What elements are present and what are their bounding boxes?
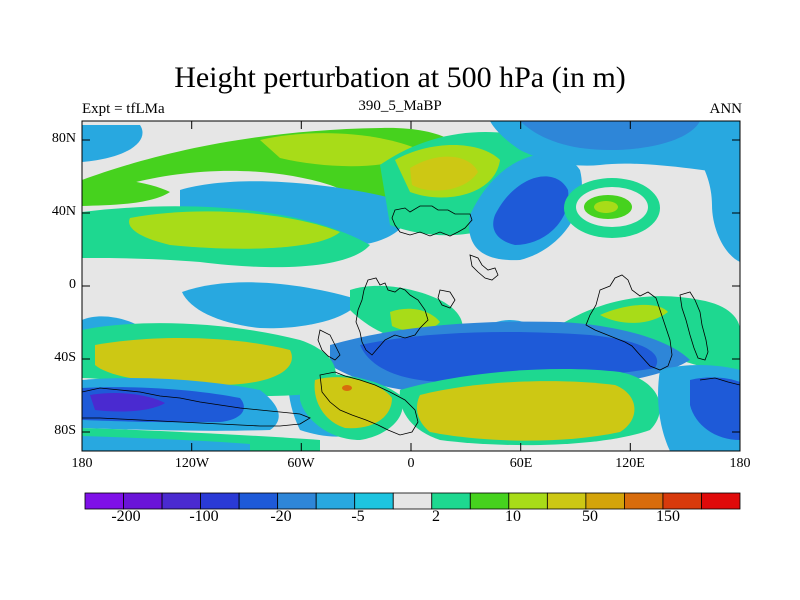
south-atlantic-yellow	[314, 377, 392, 429]
colorbar-swatch	[546, 492, 587, 510]
north-yellow-core	[260, 133, 420, 167]
colorbar-label: 50	[582, 508, 598, 525]
continent-outlines	[82, 205, 740, 436]
south-atlantic-orange-spot	[342, 385, 352, 391]
colorbar	[84, 492, 741, 510]
colorbar-label: -200	[111, 508, 141, 525]
y-tick-label: 40S	[54, 350, 76, 365]
siberia-blue	[520, 121, 700, 150]
x-tick-label: 120E	[615, 456, 645, 471]
east-yellow-south	[600, 304, 668, 323]
y-tick-label: 80S	[54, 423, 76, 438]
pacific-dark-blue-core	[493, 176, 569, 245]
colorbar-swatch	[84, 492, 124, 510]
colorbar-swatch	[508, 492, 548, 510]
y-tick-label: 80N	[51, 131, 76, 146]
x-tick-label: 60E	[509, 456, 533, 471]
south-bottom-cyan	[82, 436, 250, 451]
center-label: 390_5_MaBP	[358, 98, 442, 114]
colorbar-swatch	[431, 492, 471, 510]
equator-yellow-atlantic	[390, 308, 440, 332]
colorbar-label: 150	[656, 508, 680, 525]
x-tick-label: 0	[407, 456, 415, 471]
colorbar-swatch	[392, 492, 433, 510]
y-tick-label: 40N	[51, 204, 76, 219]
colorbar-swatch	[200, 492, 240, 510]
equator-cyan-west	[182, 282, 360, 329]
north-band-green-left	[82, 178, 170, 206]
colorbar-swatch	[315, 492, 356, 510]
colorbar-swatch	[238, 492, 279, 510]
y-tick-label: 0	[69, 277, 76, 292]
colorbar-label: -5	[351, 508, 365, 525]
south-indian-yellow	[417, 381, 635, 441]
colorbar-swatch	[354, 492, 394, 510]
colorbar-swatch	[469, 492, 510, 510]
colorbar-swatch	[701, 492, 741, 510]
southwest-indigo-core	[90, 392, 165, 412]
contour-field	[82, 121, 740, 451]
colorbar-swatch	[123, 492, 163, 510]
x-tick-label: 180	[71, 456, 93, 471]
southeast-blue	[690, 377, 740, 440]
north-cyan-band	[180, 181, 408, 245]
colorbar-label: -20	[270, 508, 292, 525]
tick-marks	[82, 121, 740, 451]
east-yellow-core	[594, 201, 618, 213]
far-east-cyan	[700, 150, 740, 262]
colorbar-swatch	[161, 492, 201, 510]
colorbar-label: 2	[432, 508, 440, 525]
colorbar-swatch	[277, 492, 317, 510]
season-label: ANN	[709, 101, 743, 117]
colorbar-swatch	[624, 492, 664, 510]
colorbar-swatch	[585, 492, 625, 510]
figure-title: Height perturbation at 500 hPa (in m)	[174, 61, 626, 94]
asia-orange-core	[410, 156, 478, 191]
x-tick-label: 60W	[287, 456, 315, 471]
x-tick-label: 120W	[174, 456, 210, 471]
southwest-yellow-belt	[95, 338, 292, 385]
colorbar-swatch	[662, 492, 702, 510]
west-yellow-belt	[129, 211, 340, 249]
x-tick-label: 180	[729, 456, 751, 471]
experiment-label: Expt = tfLMa	[82, 101, 165, 117]
colorbar-label: -100	[189, 508, 219, 525]
north-cyan-arc	[82, 125, 143, 162]
colorbar-label: 10	[505, 508, 521, 525]
